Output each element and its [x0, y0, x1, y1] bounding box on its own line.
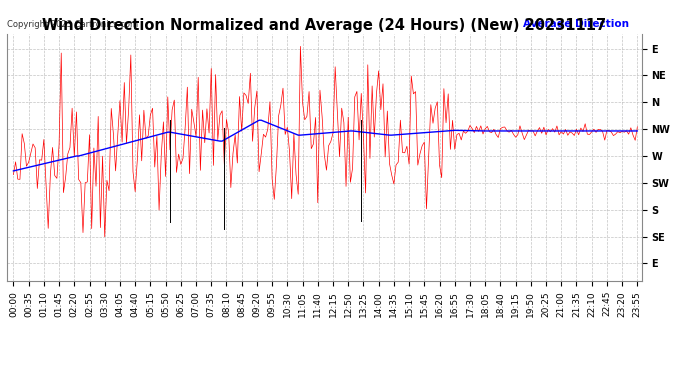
Title: Wind Direction Normalized and Average (24 Hours) (New) 20231117: Wind Direction Normalized and Average (2… — [42, 18, 607, 33]
Text: Copyright 2023 Cartronics.com: Copyright 2023 Cartronics.com — [7, 20, 138, 29]
Text: Average Direction: Average Direction — [523, 19, 629, 29]
